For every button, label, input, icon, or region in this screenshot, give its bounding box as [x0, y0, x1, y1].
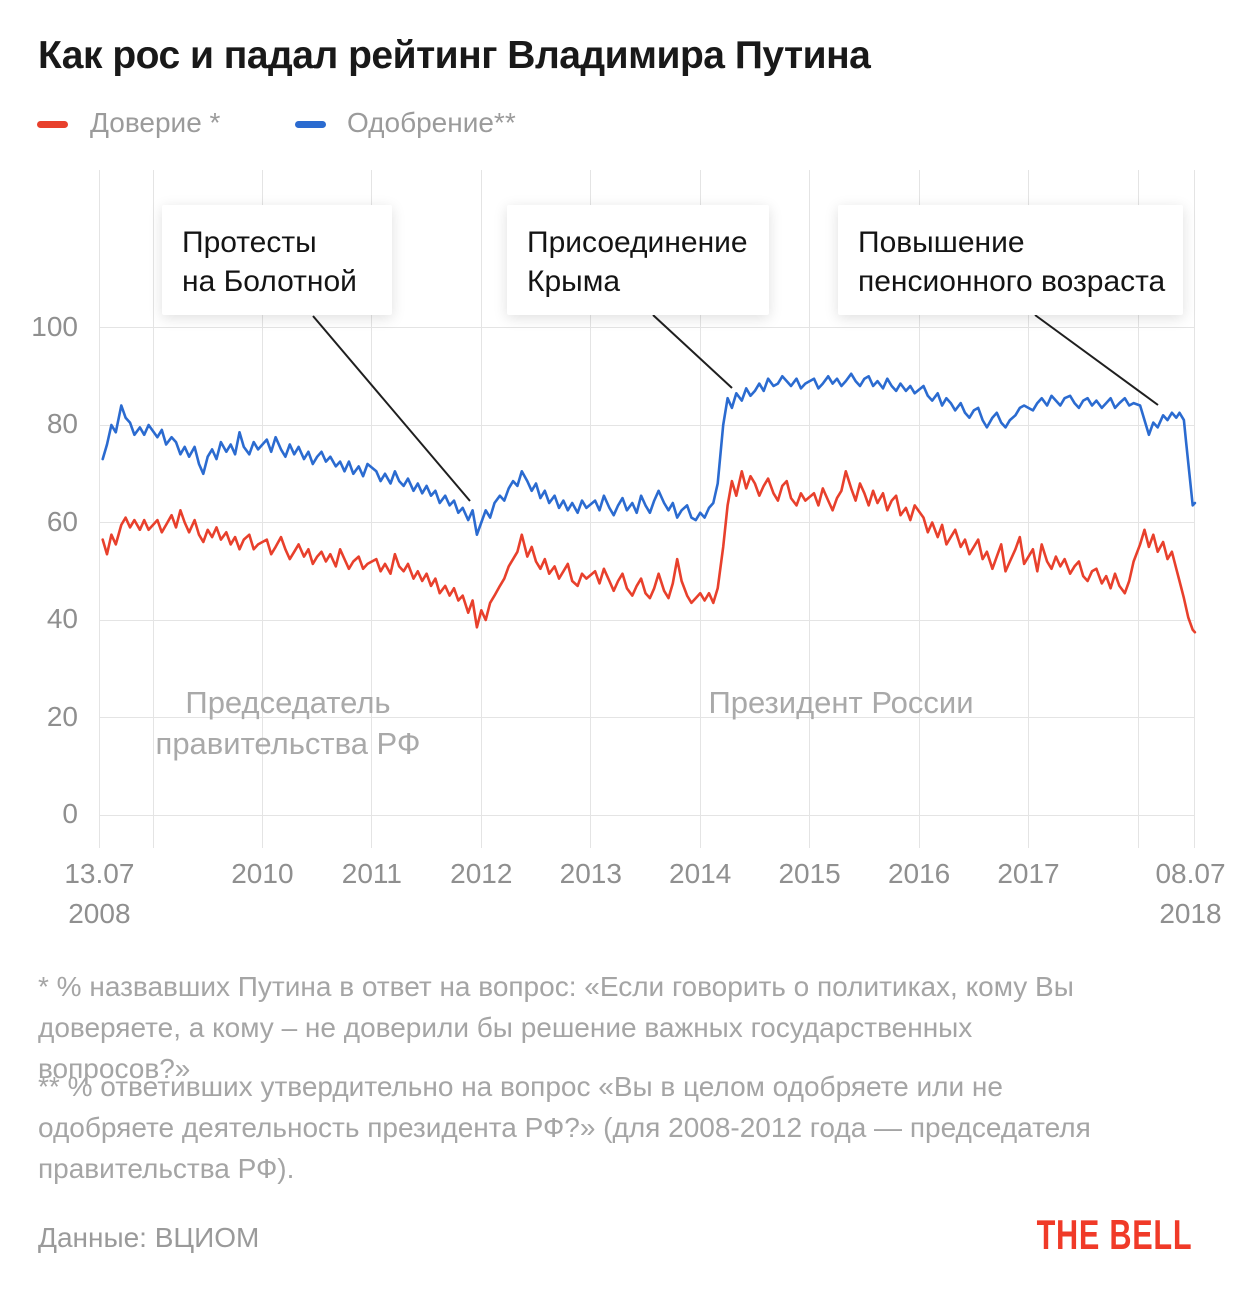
y-gridline — [100, 424, 1195, 426]
x-axis-label: 2013 — [559, 858, 622, 889]
x-axis-label: 2016 — [887, 858, 951, 889]
y-gridline — [100, 327, 1195, 328]
x-axis-label: 13.07 2008 — [64, 858, 135, 929]
the-bell-logo: THE BELL — [1036, 1211, 1192, 1258]
x-gridline — [809, 170, 811, 848]
y-axis-label: 100 — [31, 310, 78, 342]
data-source: Данные: ВЦИОМ — [38, 1222, 260, 1253]
legend-label-trust: Доверие * — [90, 107, 221, 138]
annotation-box-pension: Повышение пенсионного возраста — [838, 205, 1183, 315]
y-axis-label: 0 — [62, 798, 78, 829]
x-axis-label: 2017 — [997, 858, 1060, 889]
x-axis-label: 2012 — [450, 858, 513, 889]
footnote-approval: ** % ответивших утвердительно на вопрос … — [38, 1071, 1091, 1184]
area-label-prime-minister: Председатель правительства РФ — [155, 685, 421, 761]
x-axis-label: 08.07 2018 — [1155, 858, 1226, 929]
legend-dash-trust — [37, 121, 68, 128]
area-label-president: Президент России — [708, 685, 974, 720]
x-axis-label: 2014 — [669, 858, 732, 889]
y-gridline — [100, 619, 1195, 621]
y-gridline — [100, 717, 1195, 718]
y-gridline — [100, 814, 1195, 816]
footnote-trust: * % назвавших Путина в ответ на вопрос: … — [38, 971, 1074, 1084]
y-axis-label: 80 — [46, 408, 78, 439]
x-gridline — [1194, 170, 1196, 848]
page-title: Как рос и падал рейтинг Владимира Путина — [38, 34, 871, 77]
x-gridline — [98, 170, 100, 848]
x-axis-label: 2010 — [231, 858, 294, 889]
annotation-box-crimea: Присоединение Крыма — [507, 205, 769, 315]
y-axis-label: 20 — [46, 700, 78, 732]
y-axis-label: 40 — [46, 603, 78, 634]
y-gridline — [100, 522, 1195, 523]
annotation-box-bolotnaya: Протесты на Болотной — [162, 205, 392, 315]
x-axis-label: 2015 — [778, 858, 841, 889]
legend-dash-approval — [295, 121, 326, 128]
x-axis-label: 2011 — [341, 858, 402, 889]
y-axis-label: 60 — [46, 505, 78, 537]
legend-label-approval: Одобрение** — [347, 107, 516, 138]
